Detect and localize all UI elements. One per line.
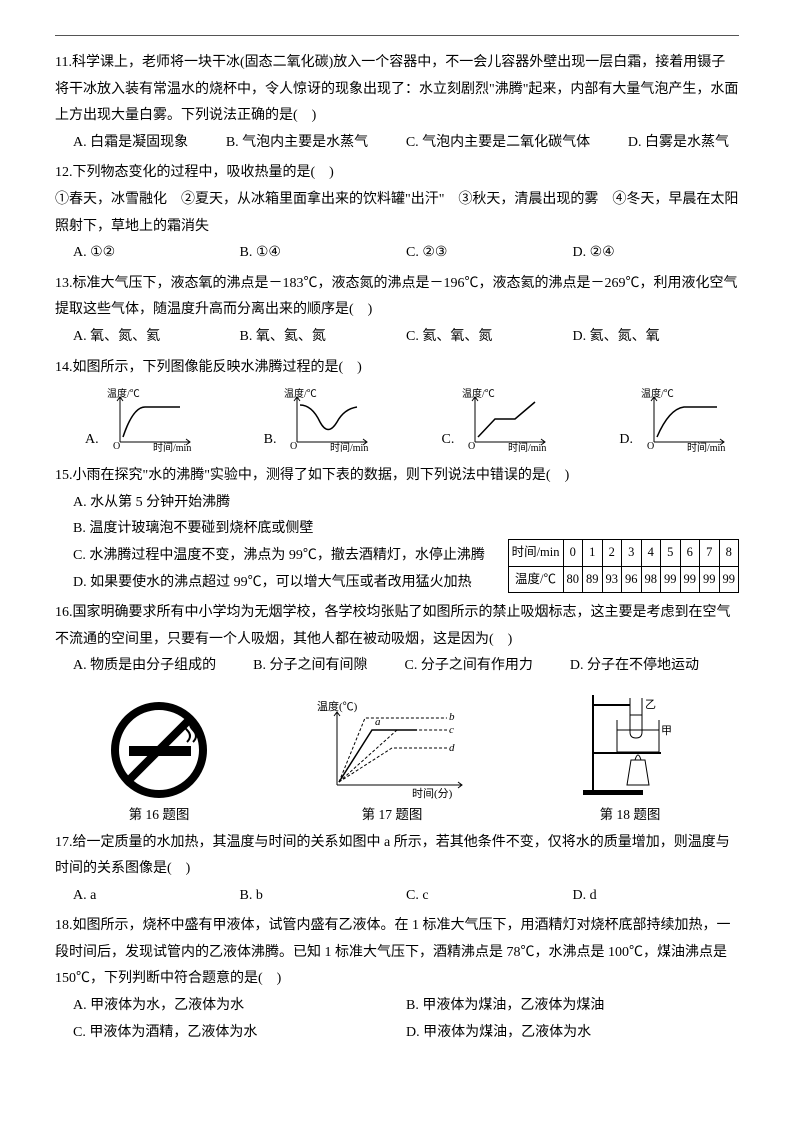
q14-graph-a: A. 温度/℃ O 时间/min xyxy=(85,387,195,453)
question-16: 16.国家明确要求所有中小学均为无烟学校，各学校均张贴了如图所示的禁止吸烟标志，… xyxy=(55,600,739,680)
svg-text:b: b xyxy=(449,711,455,723)
q11-opt-b: B. 气泡内主要是水蒸气 xyxy=(226,130,368,157)
q12-opt-c: C. ②③ xyxy=(406,240,573,267)
svg-text:O: O xyxy=(647,441,654,452)
q16-text: 16.国家明确要求所有中小学均为无烟学校，各学校均张贴了如图所示的禁止吸烟标志，… xyxy=(55,600,739,653)
fig-16: 第 16 题图 xyxy=(109,700,209,828)
q11-opt-c: C. 气泡内主要是二氧化碳气体 xyxy=(406,130,590,157)
q18-opt-a: A. 甲液体为水，乙液体为水 xyxy=(73,993,406,1020)
q12-options: A. ①② B. ①④ C. ②③ D. ②④ xyxy=(55,240,739,267)
graph-d-svg: 温度/℃ O 时间/min xyxy=(639,387,729,453)
q14-graph-c: C. 温度/℃ O 时间/min xyxy=(442,387,551,453)
fig18-caption: 第 18 题图 xyxy=(575,802,685,828)
q15-text: 15.小雨在探究"水的沸腾"实验中，测得了如下表的数据，则下列说法中错误的是( … xyxy=(55,463,739,490)
q17-opt-d: D. d xyxy=(573,883,740,910)
svg-text:温度/℃: 温度/℃ xyxy=(641,387,674,400)
question-17: 17.给一定质量的水加热，其温度与时间的关系如图中 a 所示，若其他条件不变，仅… xyxy=(55,830,739,910)
svg-text:O: O xyxy=(113,441,120,452)
q13-options: A. 氧、氮、氦 B. 氧、氦、氮 C. 氦、氧、氮 D. 氦、氮、氧 xyxy=(55,324,739,351)
q11-text: 11.科学课上，老师将一块干冰(固态二氧化碳)放入一个容器中，不一会儿容器外壁出… xyxy=(55,50,739,130)
question-14: 14.如图所示，下列图像能反映水沸腾过程的是( ) A. 温度/℃ O 时间/m… xyxy=(55,355,739,460)
question-13: 13.标准大气压下，液态氧的沸点是－183℃，液态氮的沸点是－196℃，液态氦的… xyxy=(55,271,739,351)
svg-text:O: O xyxy=(468,441,475,452)
q18-opt-d: D. 甲液体为煤油，乙液体为水 xyxy=(406,1020,739,1047)
q17-opt-b: B. b xyxy=(240,883,407,910)
q15-table: 时间/min012345678 温度/℃808993969899999999 xyxy=(508,539,739,594)
q17-opt-a: A. a xyxy=(73,883,240,910)
q14-graph-b: B. 温度/℃ O 时间/min xyxy=(264,387,373,453)
q14-text: 14.如图所示，下列图像能反映水沸腾过程的是( ) xyxy=(55,355,739,382)
svg-text:时间/min: 时间/min xyxy=(508,441,546,453)
fig-17: 温度(℃) a b c d 时间(分) 第 17 题图 xyxy=(317,700,467,828)
q13-opt-c: C. 氦、氧、氮 xyxy=(406,324,573,351)
q18-text: 18.如图所示，烧杯中盛有甲液体，试管内盛有乙液体。在 1 标准大气压下，用酒精… xyxy=(55,913,739,993)
graph-a-svg: 温度/℃ O 时间/min xyxy=(105,387,195,453)
question-18: 18.如图所示，烧杯中盛有甲液体，试管内盛有乙液体。在 1 标准大气压下，用酒精… xyxy=(55,913,739,1046)
svg-text:O: O xyxy=(290,441,297,452)
q13-text: 13.标准大气压下，液态氧的沸点是－183℃，液态氮的沸点是－196℃，液态氦的… xyxy=(55,271,739,324)
svg-text:时间/min: 时间/min xyxy=(330,441,368,453)
q11-options: A. 白霜是凝固现象 B. 气泡内主要是水蒸气 C. 气泡内主要是二氧化碳气体 … xyxy=(55,130,739,157)
fig17-caption: 第 17 题图 xyxy=(317,802,467,828)
q14-label-d: D. xyxy=(619,427,633,454)
q14-graph-d: D. 温度/℃ O 时间/min xyxy=(619,387,729,453)
q17-opt-c: C. c xyxy=(406,883,573,910)
no-smoking-icon xyxy=(109,700,209,800)
figure-row: 第 16 题图 温度(℃) a b c d 时间(分) 第 17 题图 xyxy=(55,684,739,830)
svg-text:乙: 乙 xyxy=(645,698,656,711)
q16-opt-c: C. 分子之间有作用力 xyxy=(405,653,533,680)
svg-text:时间/min: 时间/min xyxy=(153,441,191,453)
svg-text:温度(℃): 温度(℃) xyxy=(317,700,358,713)
fig17-graph: 温度(℃) a b c d 时间(分) xyxy=(317,700,467,800)
table-row: 时间/min012345678 xyxy=(508,539,738,566)
q14-label-a: A. xyxy=(85,427,99,454)
q14-graphs: A. 温度/℃ O 时间/min B. 温度/℃ O xyxy=(55,381,739,459)
svg-text:c: c xyxy=(449,724,454,736)
q16-options: A. 物质是由分子组成的 B. 分子之间有间隙 C. 分子之间有作用力 D. 分… xyxy=(55,653,739,680)
svg-text:温度/℃: 温度/℃ xyxy=(462,387,495,400)
graph-c-svg: 温度/℃ O 时间/min xyxy=(460,387,550,453)
q12-opt-a: A. ①② xyxy=(73,240,240,267)
q18-opt-b: B. 甲液体为煤油，乙液体为煤油 xyxy=(406,993,739,1020)
svg-text:温度/℃: 温度/℃ xyxy=(284,387,317,400)
question-15: 15.小雨在探究"水的沸腾"实验中，测得了如下表的数据，则下列说法中错误的是( … xyxy=(55,463,739,596)
q12-items: ①春天，冰雪融化 ②夏天，从冰箱里面拿出来的饮料罐"出汗" ③秋天，清晨出现的雾… xyxy=(55,187,739,240)
q12-text: 12.下列物态变化的过程中，吸收热量的是( ) xyxy=(55,160,739,187)
q17-options: A. a B. b C. c D. d xyxy=(55,883,739,910)
q16-opt-d: D. 分子在不停地运动 xyxy=(570,653,699,680)
svg-text:d: d xyxy=(449,742,455,754)
svg-text:甲: 甲 xyxy=(661,725,672,737)
q17-text: 17.给一定质量的水加热，其温度与时间的关系如图中 a 所示，若其他条件不变，仅… xyxy=(55,830,739,883)
question-11: 11.科学课上，老师将一块干冰(固态二氧化碳)放入一个容器中，不一会儿容器外壁出… xyxy=(55,50,739,156)
q11-opt-a: A. 白霜是凝固现象 xyxy=(73,130,188,157)
q15-opt-a: A. 水从第 5 分钟开始沸腾 xyxy=(55,490,739,517)
q16-opt-a: A. 物质是由分子组成的 xyxy=(73,653,216,680)
q16-opt-b: B. 分子之间有间隙 xyxy=(253,653,367,680)
table-row: 温度/℃808993969899999999 xyxy=(508,566,738,593)
fig-18: 乙 甲 第 18 题图 xyxy=(575,690,685,828)
q18-opt-c: C. 甲液体为酒精，乙液体为水 xyxy=(73,1020,406,1047)
fig16-caption: 第 16 题图 xyxy=(109,802,209,828)
q12-opt-b: B. ①④ xyxy=(240,240,407,267)
graph-b-svg: 温度/℃ O 时间/min xyxy=(282,387,372,453)
q13-opt-b: B. 氧、氦、氮 xyxy=(240,324,407,351)
q14-label-c: C. xyxy=(442,427,455,454)
fig18-apparatus: 乙 甲 xyxy=(575,690,685,800)
q14-label-b: B. xyxy=(264,427,277,454)
svg-text:时间(分): 时间(分) xyxy=(412,787,453,800)
q18-options: A. 甲液体为水，乙液体为水 B. 甲液体为煤油，乙液体为煤油 C. 甲液体为酒… xyxy=(55,993,739,1046)
q13-opt-d: D. 氦、氮、氧 xyxy=(573,324,740,351)
q11-opt-d: D. 白雾是水蒸气 xyxy=(628,130,729,157)
svg-text:时间/min: 时间/min xyxy=(687,441,725,453)
question-12: 12.下列物态变化的过程中，吸收热量的是( ) ①春天，冰雪融化 ②夏天，从冰箱… xyxy=(55,160,739,266)
q13-opt-a: A. 氧、氮、氦 xyxy=(73,324,240,351)
q12-opt-d: D. ②④ xyxy=(573,240,740,267)
svg-text:温度/℃: 温度/℃ xyxy=(107,387,140,400)
